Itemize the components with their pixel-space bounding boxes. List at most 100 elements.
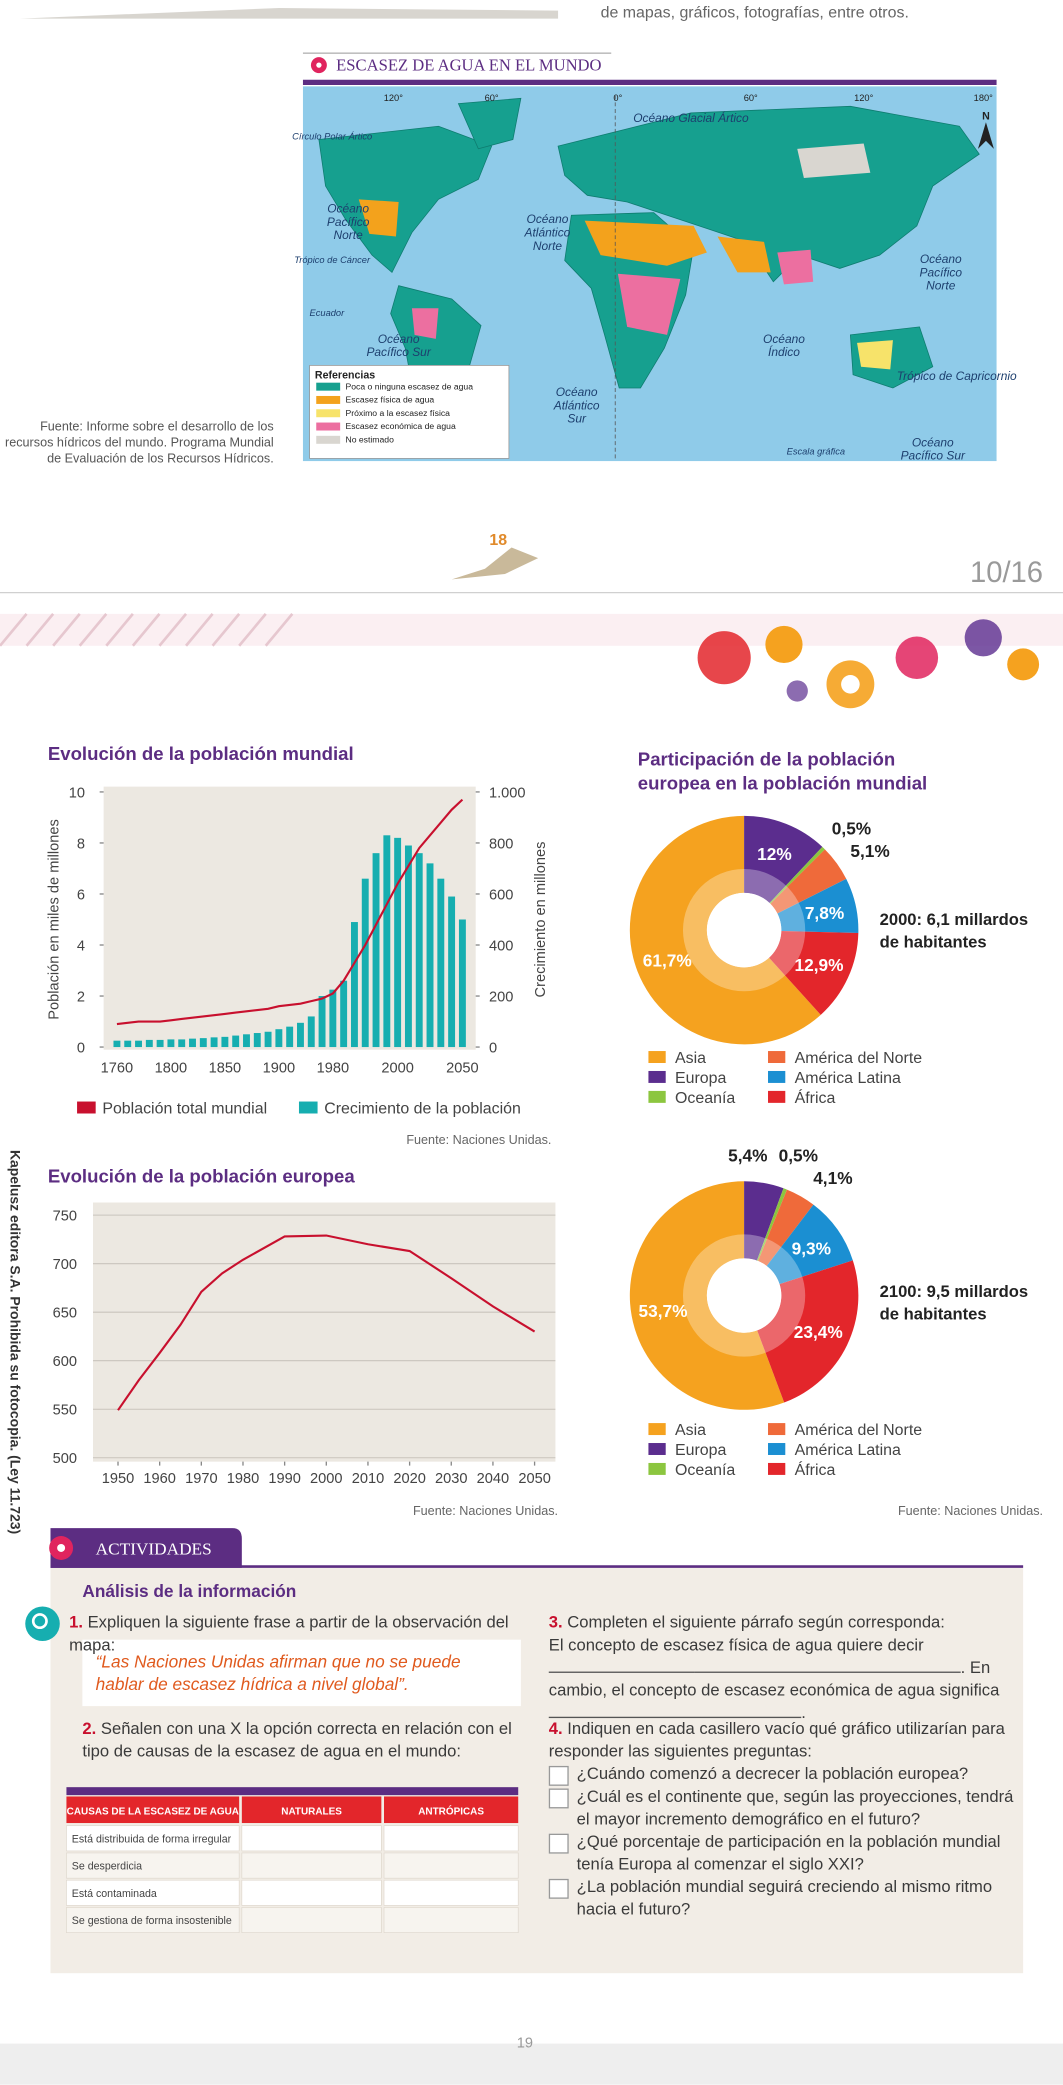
y-axis-label: Población en miles de millones bbox=[46, 819, 62, 1020]
legend-swatch bbox=[768, 1090, 786, 1103]
question-text: Señalen con una X la opción correcta en … bbox=[82, 1719, 512, 1761]
bar bbox=[113, 1040, 121, 1048]
map-degree: 120° bbox=[854, 93, 874, 103]
legend-swatch bbox=[768, 1051, 786, 1063]
map-legend-label: Poca o ninguna escasez de agua bbox=[345, 381, 473, 391]
analysis-icon-lens bbox=[31, 1613, 48, 1630]
page-footer bbox=[0, 2043, 1063, 2085]
checkbox[interactable] bbox=[548, 1765, 569, 1786]
bar bbox=[318, 996, 326, 1048]
legend-label: África bbox=[795, 1460, 836, 1479]
bar bbox=[189, 1038, 196, 1048]
activities-header: ACTIVIDADES bbox=[96, 1540, 212, 1559]
map-degree: 60° bbox=[744, 93, 758, 103]
map-label: Escala gráfica bbox=[787, 446, 845, 456]
legend-swatch bbox=[768, 1070, 786, 1083]
chart-source: Fuente: Naciones Unidas. bbox=[898, 1504, 1043, 1518]
eurasia bbox=[557, 105, 980, 283]
map-label: Océano bbox=[527, 212, 569, 226]
economic-scarcity-area bbox=[411, 308, 439, 339]
table-row-label: Está contaminada bbox=[72, 1888, 157, 1900]
question-4: 4. Indiquen en cada casillero vacío qué … bbox=[548, 1718, 1017, 1921]
decorative-band bbox=[0, 613, 1063, 709]
y-tick-label: 500 bbox=[53, 1451, 77, 1467]
y-tick-label: 650 bbox=[53, 1305, 77, 1321]
analysis-icon bbox=[25, 1606, 60, 1642]
checkbox[interactable] bbox=[548, 1833, 569, 1854]
question-number: 1. bbox=[69, 1613, 83, 1632]
band-strip bbox=[0, 613, 1063, 646]
y2-tick-label: 800 bbox=[489, 836, 513, 852]
x-tick-label: 2050 bbox=[518, 1471, 551, 1487]
legend-label: Europa bbox=[675, 1442, 727, 1459]
ornament-circle bbox=[1007, 648, 1040, 681]
chart-title: Evolución de la población mundial bbox=[48, 743, 354, 764]
map-label: Atlántico bbox=[553, 398, 600, 412]
chart-title: Participación de la población europea en… bbox=[637, 748, 928, 794]
x-tick-label: 2050 bbox=[446, 1060, 479, 1076]
map-label: Atlántico bbox=[524, 226, 571, 240]
option-text: ¿La población mundial seguirá creciendo … bbox=[576, 1877, 993, 1919]
question-3: 3. Completen el siguiente párrafo según … bbox=[548, 1612, 1017, 1725]
bar bbox=[297, 1022, 304, 1048]
legend-label: América del Norte bbox=[795, 1050, 923, 1067]
y-tick-label: 0 bbox=[77, 1040, 85, 1056]
map-label: Ecuador bbox=[310, 308, 346, 318]
x-tick-label: 2040 bbox=[477, 1471, 510, 1487]
legend-label: Oceanía bbox=[675, 1090, 735, 1107]
x-tick-label: 1760 bbox=[101, 1060, 134, 1076]
map-label: Océano bbox=[327, 202, 369, 216]
option: ¿Cuándo comenzó a decrecer la población … bbox=[548, 1763, 1017, 1786]
option-text: ¿Cuál es el continente que, según las pr… bbox=[576, 1787, 1014, 1829]
paragraph-part: El concepto de escasez física de agua qu… bbox=[548, 1635, 924, 1655]
bar bbox=[221, 1036, 229, 1048]
map-label: Océano Glacial Ártico bbox=[633, 110, 749, 125]
map-label: Trópico de Cáncer bbox=[294, 255, 371, 265]
x-tick-label: 2010 bbox=[352, 1471, 385, 1487]
x-tick-label: 1850 bbox=[209, 1060, 242, 1076]
y-tick-label: 750 bbox=[53, 1208, 77, 1224]
checkbox[interactable] bbox=[548, 1788, 569, 1809]
options: ¿Cuándo comenzó a decrecer la población … bbox=[548, 1763, 1017, 1921]
table-cell bbox=[241, 1825, 382, 1852]
donut-segment bbox=[769, 846, 825, 904]
economic-scarcity-area bbox=[617, 273, 681, 335]
donut-segment bbox=[757, 1260, 859, 1403]
map-legend-swatch bbox=[316, 395, 341, 404]
map-source: Fuente: Informe sobre el desarrollo de l… bbox=[5, 419, 274, 467]
activities-bullet-dot bbox=[57, 1544, 66, 1552]
page-ornament bbox=[451, 547, 539, 580]
legend-swatch bbox=[648, 1090, 666, 1103]
bar bbox=[340, 980, 348, 1048]
bar bbox=[307, 1016, 315, 1048]
y2-tick-label: 200 bbox=[489, 989, 513, 1005]
legend-label: Población total mundial bbox=[102, 1100, 267, 1117]
y-tick-label: 700 bbox=[53, 1257, 77, 1273]
y-tick-label: 10 bbox=[69, 785, 85, 801]
option: ¿Cuál es el continente que, según las pr… bbox=[548, 1786, 1017, 1831]
data-label: 0,5% bbox=[832, 818, 871, 838]
x-tick-label: 1980 bbox=[227, 1471, 260, 1487]
bar bbox=[135, 1040, 142, 1048]
legend-label: Europa bbox=[675, 1070, 727, 1087]
bar bbox=[394, 837, 402, 1048]
page-number: 18 bbox=[489, 532, 507, 549]
y-tick-label: 600 bbox=[53, 1354, 77, 1370]
data-label: 5,1% bbox=[850, 841, 889, 861]
question-number: 3. bbox=[548, 1613, 563, 1632]
map-label: Océano bbox=[556, 385, 598, 399]
bar bbox=[156, 1039, 164, 1048]
x-tick-label: 1960 bbox=[143, 1471, 176, 1487]
bar bbox=[404, 845, 412, 1048]
question-text: Completen el siguiente párrafo según cor… bbox=[567, 1613, 945, 1632]
bar bbox=[361, 878, 369, 1048]
donut-segment bbox=[770, 849, 847, 914]
physical-scarcity-area bbox=[717, 236, 771, 273]
donut-hole bbox=[706, 892, 782, 968]
legend-swatch bbox=[77, 1101, 96, 1114]
table-row-label: Se gestiona de forma insostenible bbox=[72, 1915, 232, 1927]
checkbox[interactable] bbox=[548, 1878, 569, 1899]
option: ¿Qué porcentaje de participación en la p… bbox=[548, 1831, 1017, 1876]
bar bbox=[383, 835, 391, 1048]
